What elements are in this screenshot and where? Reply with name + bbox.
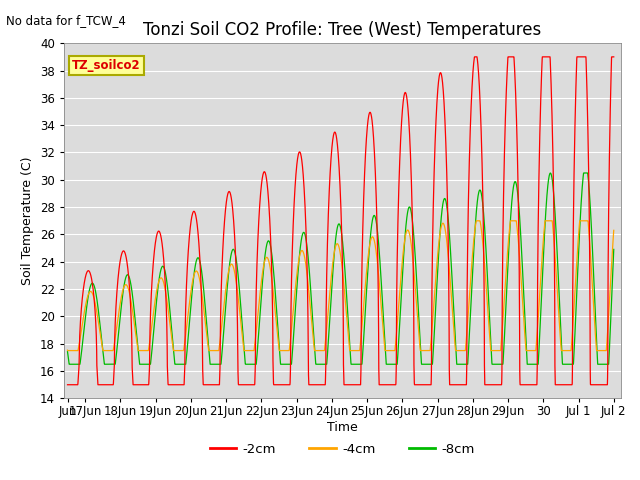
- Y-axis label: Soil Temperature (C): Soil Temperature (C): [21, 156, 35, 285]
- Title: Tonzi Soil CO2 Profile: Tree (West) Temperatures: Tonzi Soil CO2 Profile: Tree (West) Temp…: [143, 21, 541, 39]
- Text: TZ_soilco2: TZ_soilco2: [72, 59, 141, 72]
- Legend: -2cm, -4cm, -8cm: -2cm, -4cm, -8cm: [205, 437, 480, 461]
- X-axis label: Time: Time: [327, 421, 358, 434]
- Text: No data for f_TCW_4: No data for f_TCW_4: [6, 14, 126, 27]
